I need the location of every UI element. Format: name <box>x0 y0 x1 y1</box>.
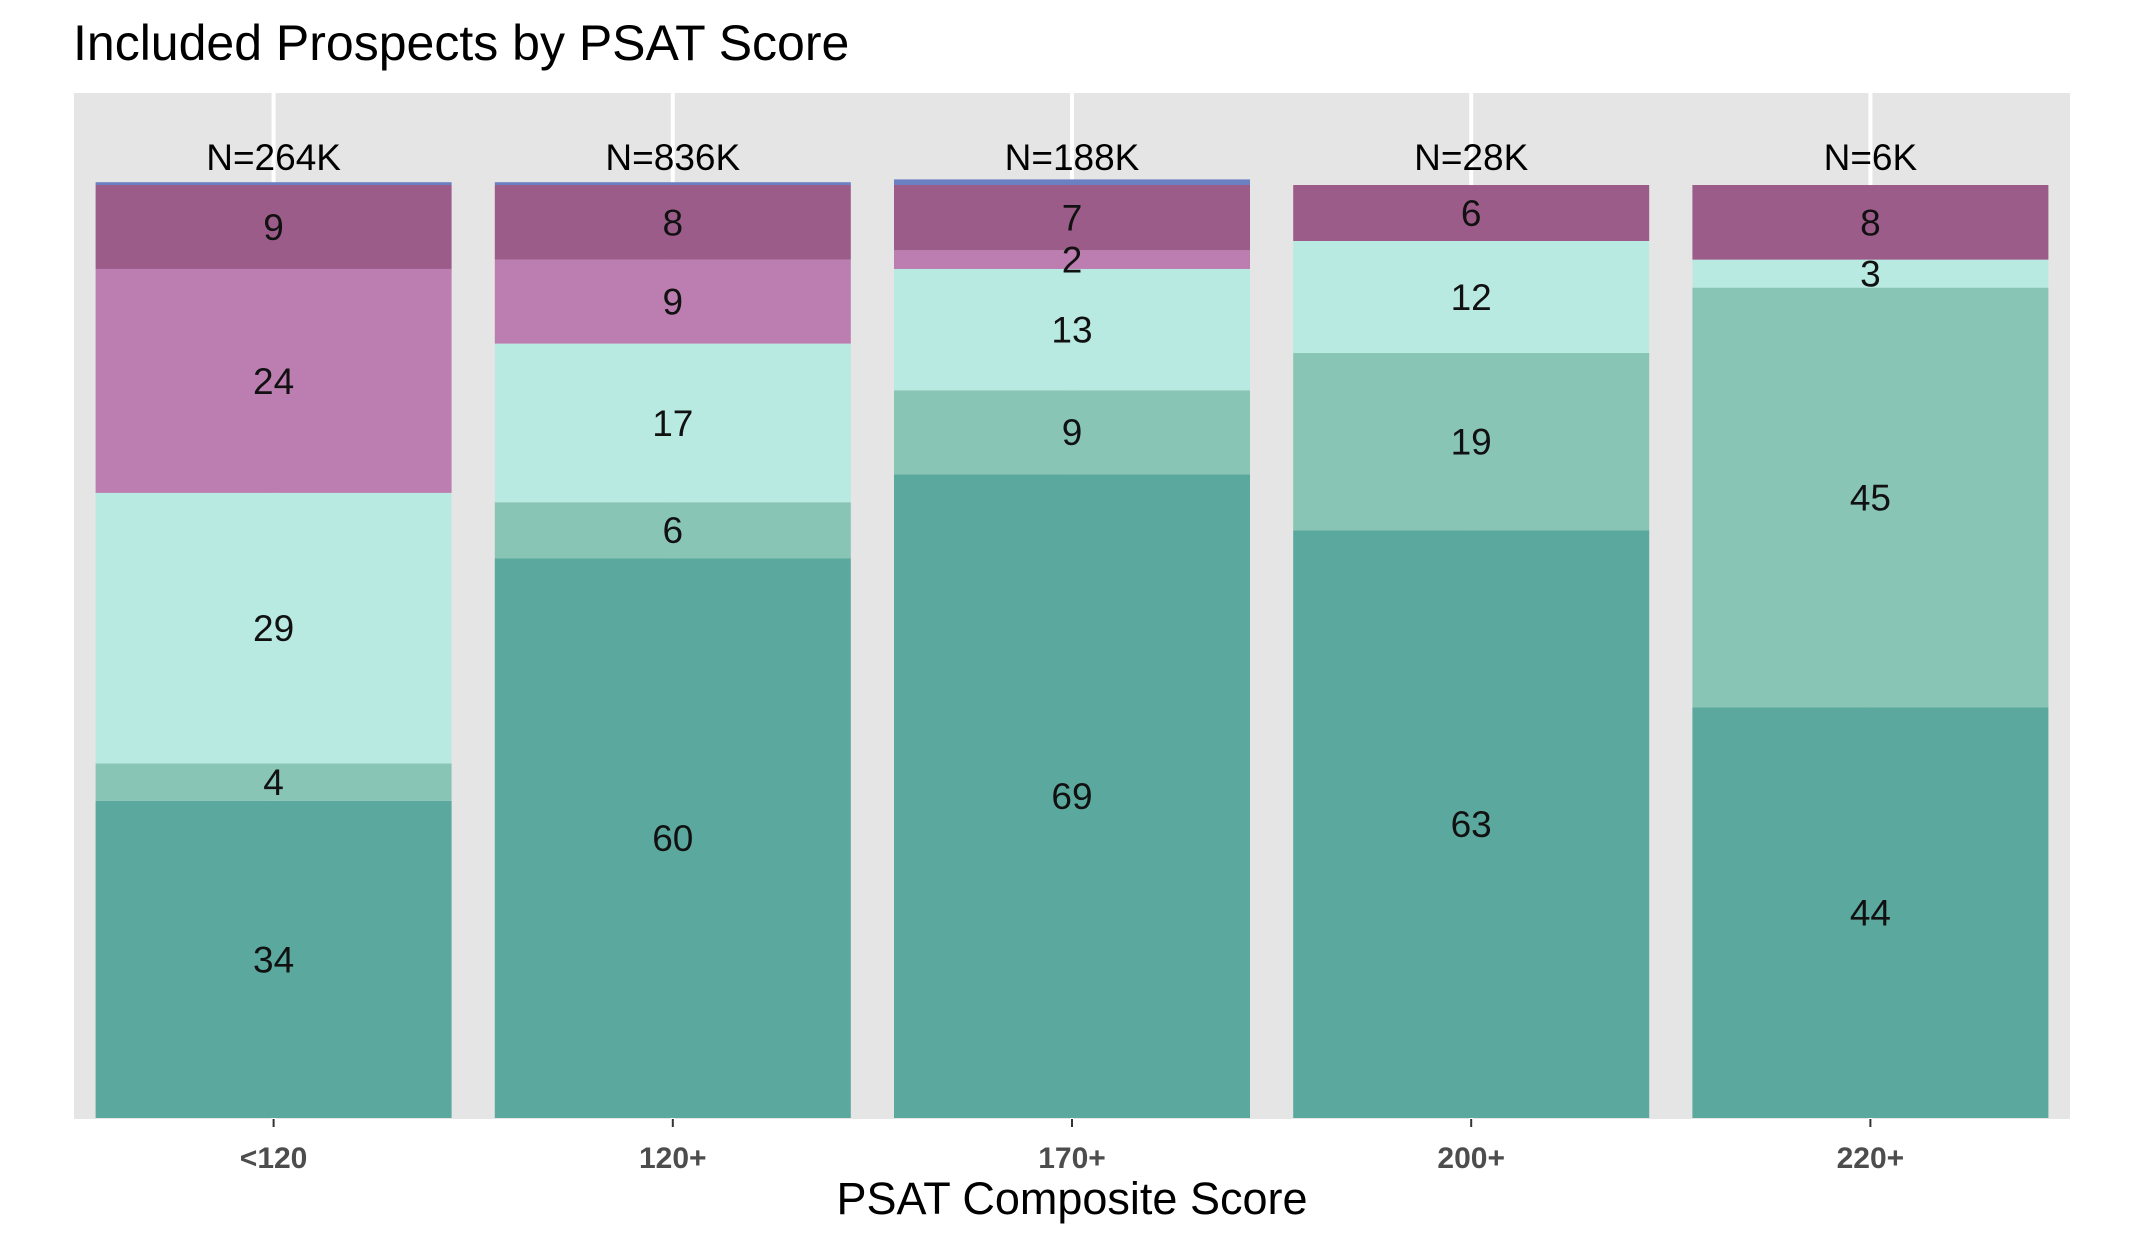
bar-segment <box>1293 530 1650 1118</box>
total-label: N=28K <box>1414 137 1528 178</box>
data-label: 6 <box>663 510 684 551</box>
x-tick-label: 200+ <box>1437 1142 1505 1175</box>
bar-segment <box>1293 352 1650 531</box>
data-label: 3 <box>1860 254 1881 295</box>
bar-segments <box>95 179 2049 1119</box>
data-label: 69 <box>1051 776 1092 817</box>
bar-segment <box>894 179 1250 185</box>
data-label: 45 <box>1850 478 1891 519</box>
bar-segment <box>1293 240 1650 353</box>
data-label: 13 <box>1051 310 1092 351</box>
bar-segment <box>95 800 452 1118</box>
data-label: 63 <box>1451 804 1492 845</box>
bar-segment <box>494 259 851 344</box>
bar-segment <box>894 250 1250 269</box>
bar-segment <box>494 182 851 185</box>
x-axis-title: PSAT Composite Score <box>836 1173 1308 1224</box>
bar-segment <box>95 268 452 493</box>
data-label: 4 <box>263 762 284 803</box>
data-label: 9 <box>263 207 284 248</box>
data-label: 29 <box>253 608 294 649</box>
data-label: 19 <box>1451 422 1492 463</box>
data-label: 24 <box>253 361 294 402</box>
bar-segment <box>894 390 1250 475</box>
total-label: N=264K <box>206 137 341 178</box>
data-label: 2 <box>1062 240 1083 281</box>
bar-segment <box>1692 287 2049 708</box>
x-tick-label: <120 <box>240 1142 308 1175</box>
chart-title: Included Prospects by PSAT Score <box>73 15 850 71</box>
bar-segment <box>95 763 452 801</box>
x-axis-ticks: <120 120+ 170+ 200+ 220+ <box>240 1119 1904 1175</box>
data-labels: 34 4 29 24 9 60 6 17 9 8 69 9 13 27 63 19 12 6 44 45 3 8 <box>253 193 1891 980</box>
bar-segment <box>494 185 851 260</box>
data-label: 8 <box>1860 202 1881 243</box>
bar-segment <box>95 492 452 764</box>
bar-segment <box>1692 185 2049 260</box>
data-label: 17 <box>652 403 693 444</box>
data-label: 6 <box>1461 193 1482 234</box>
data-label: 60 <box>652 818 693 859</box>
data-label: 9 <box>663 282 684 323</box>
bar-segment <box>1692 707 2049 1118</box>
data-label: 44 <box>1850 893 1891 934</box>
bar-segment <box>95 182 452 185</box>
x-tick-label: 220+ <box>1837 1142 1905 1175</box>
x-tick-label: 120+ <box>639 1142 707 1175</box>
bar-segment <box>1692 259 2049 288</box>
total-label: N=836K <box>605 137 740 178</box>
bar-segment <box>95 185 452 269</box>
bar-segment <box>894 268 1250 391</box>
bar-segment <box>894 474 1250 1119</box>
data-label: 12 <box>1451 277 1492 318</box>
data-label: 7 <box>1062 198 1083 239</box>
data-label: 34 <box>253 939 294 980</box>
bar-segment <box>894 185 1250 251</box>
total-label: N=188K <box>1005 137 1140 178</box>
data-label: 9 <box>1062 412 1083 453</box>
total-labels: N=264K N=836K N=188K N=28K N=6K <box>206 137 1917 178</box>
total-label: N=6K <box>1824 137 1918 178</box>
bar-segment <box>494 343 851 503</box>
bar-segment <box>494 558 851 1118</box>
bar-segment <box>1293 185 1650 241</box>
x-tick-label: 170+ <box>1038 1142 1106 1175</box>
data-label: 8 <box>663 202 684 243</box>
bar-segment <box>494 502 851 559</box>
